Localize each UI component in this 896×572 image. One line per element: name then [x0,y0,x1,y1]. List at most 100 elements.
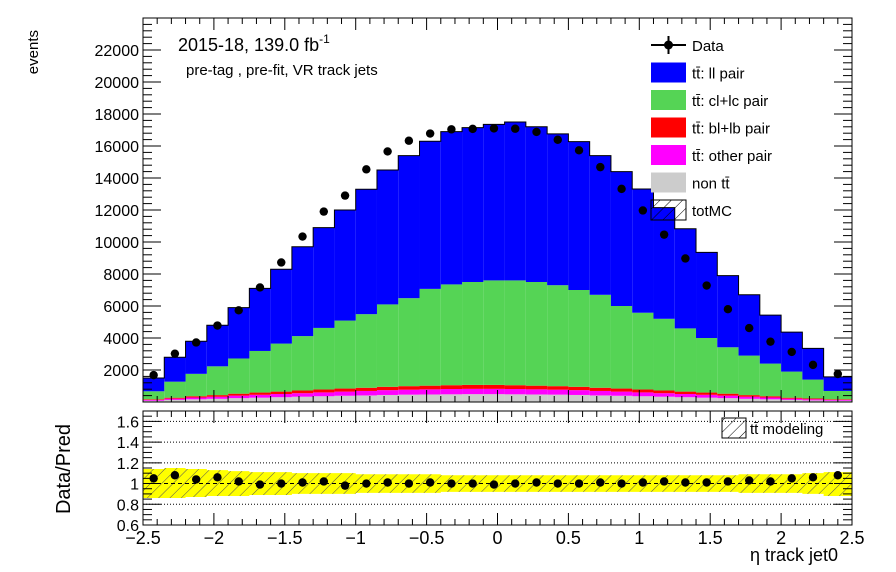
data-point-28 [744,323,754,333]
bar-series0-bin13 [419,394,441,402]
bar-series0-bin1 [164,399,186,402]
main-ytick-label: 20000 [95,75,140,92]
ratio-point-8 [319,477,328,486]
bar-series1-bin22 [610,391,633,396]
legend-swatch-totmc [650,199,687,221]
bar-series2-bin12 [398,386,420,390]
main-ytick-label: 18000 [95,107,140,124]
data-point-3 [213,321,222,330]
data-layer [149,124,843,380]
bar-series1-bin16 [483,388,505,395]
bar-series0-bin15 [462,394,484,402]
data-point-26 [702,281,711,290]
bar-series3-bin2 [185,373,207,397]
bar-series0-bin22 [610,395,633,402]
bar-series0-bin23 [632,396,654,402]
ratio-point-29 [766,477,775,486]
bar-series0-bin2 [185,399,207,402]
ratio-point-5 [255,480,265,489]
ratio-points-layer [149,471,843,490]
bar-series4-bin8 [313,227,335,328]
x-tick-label: −0.5 [409,528,445,548]
ratio-y-axis: 0.6 0.8 1 1.2 1.4 1.6 [117,410,852,535]
bar-series1-bin3 [206,396,229,399]
selection-annotation: pre-tag , pre-fit, VR track jets [186,62,378,79]
data-point-2 [191,338,201,347]
legend-label-3: tt̄: bl+lb pair [692,121,770,138]
bar-series0-bin3 [206,398,229,402]
data-point-10 [362,165,371,174]
bar-series0-bin11 [376,394,399,402]
legend-label-4: tt̄: other pair [692,148,772,165]
bar-series3-bin10 [355,314,377,388]
data-point-8 [319,207,328,216]
bar-series1-bin14 [440,389,463,395]
bar-series3-bin28 [738,355,760,396]
bar-series1-bin30 [781,398,803,400]
data-point-25 [681,254,690,263]
bar-series1-bin5 [249,394,271,398]
bar-series4-bin0 [143,378,165,392]
data-point-23 [638,206,648,215]
bar-series4-bin1 [164,357,186,382]
ratio-pad: 0.6 0.8 1 1.2 1.4 1.6 −2.5 −2 −1.5 −1 −0.5 0 0.5 1 1.… [53,410,865,565]
data-point-19 [553,135,562,144]
bar-series4-bin25 [674,228,697,329]
bar-series1-bin27 [717,395,739,399]
main-ytick-label: 8000 [103,267,139,284]
main-ytick-label: 6000 [103,299,139,316]
bar-series1-bin31 [802,399,824,401]
bar-series1-bin15 [462,388,484,395]
main-x-ticks [142,18,853,402]
bar-series4-bin15 [462,127,484,282]
legend-swatch-2 [651,90,686,110]
lumi-annotation: 2015-18, 139.0 fb-1 [178,32,330,55]
data-point-5 [255,283,265,292]
ratio-point-1 [170,471,180,480]
bar-series2-bin10 [355,387,377,391]
bar-series0-bin8 [313,396,335,402]
bar-series0-bin29 [759,399,782,402]
bar-series2-bin4 [228,393,250,396]
legend-label-0: Data [692,38,724,55]
bar-series0-bin26 [696,397,718,402]
bar-series2-bin22 [610,388,633,392]
ratio-point-25 [681,478,690,487]
bar-series1-bin13 [419,389,441,395]
ratio-point-28 [744,476,754,485]
ratio-legend: tt̄ modeling [721,417,823,439]
bar-series0-bin5 [249,397,271,402]
bar-series3-bin29 [759,363,782,397]
bar-series3-bin13 [419,288,441,386]
bar-series2-bin0 [143,399,165,400]
main-ytick-label: 22000 [95,43,140,60]
bar-series0-bin4 [228,398,250,402]
data-point-14 [447,125,456,134]
ratio-point-27 [723,477,733,486]
bar-series3-bin4 [228,358,250,394]
bar-series3-bin17 [504,280,526,386]
bar-series1-bin8 [313,392,335,397]
data-point-17 [511,124,520,133]
data-point-6 [277,258,286,267]
bar-series1-bin24 [653,393,675,397]
ratio-point-2 [191,475,201,484]
x-tick-label: 0 [492,528,502,548]
bar-series2-bin23 [632,389,654,393]
data-point-16 [489,124,499,133]
bar-series4-bin24 [653,207,675,319]
ratio-point-13 [425,478,435,487]
bar-series0-bin14 [440,394,463,402]
bar-series4-bin7 [291,246,314,337]
bar-series2-bin9 [334,388,356,392]
ratio-point-0 [149,474,158,483]
ratio-point-16 [489,480,499,489]
bar-series4-bin32 [823,376,852,391]
bar-series3-bin3 [206,366,229,396]
ratio-ytick-label: 1.4 [117,435,139,452]
legend-data-marker [664,40,673,50]
bar-series0-bin30 [781,399,803,402]
ratio-point-10 [362,479,371,488]
data-point-4 [234,306,243,315]
